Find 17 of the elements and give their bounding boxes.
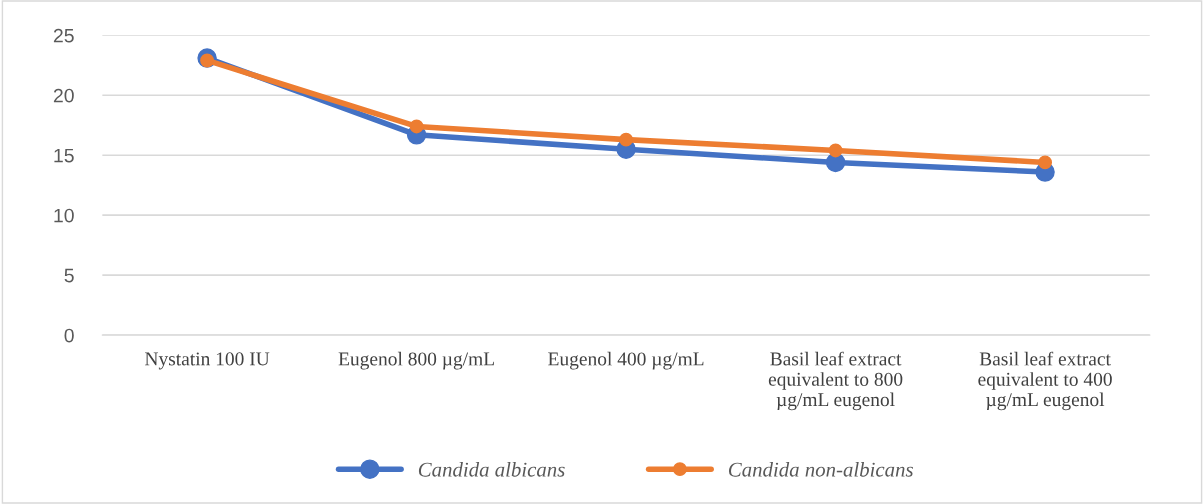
x-tick-label: Basil leaf extract equivalent to 800 µg/mL eugenol [768,351,903,411]
x-tick-label: Eugenol 400 µg/mL [548,351,704,370]
y-tick-label: 20 [53,88,74,103]
y-tick-label: 25 [53,28,74,43]
point [828,143,843,158]
y-tick-label: 10 [54,208,74,223]
x-tick-label: Nystatin 100 IU [145,352,270,370]
legend-label: Candida albicans [418,461,565,477]
x-tick-label: Eugenol 800 µg/mL [338,351,494,370]
point [409,119,424,134]
point [1038,155,1053,170]
y-tick-label: 5 [64,268,74,283]
point [619,132,634,147]
y-tick-label: 0 [64,328,74,343]
x-tick-label: Basil leaf extract equivalent to 400 µg/mL eugenol [978,351,1112,411]
y-tick-label: 15 [54,148,74,163]
legend-label: Candida non-albicans [728,461,913,477]
